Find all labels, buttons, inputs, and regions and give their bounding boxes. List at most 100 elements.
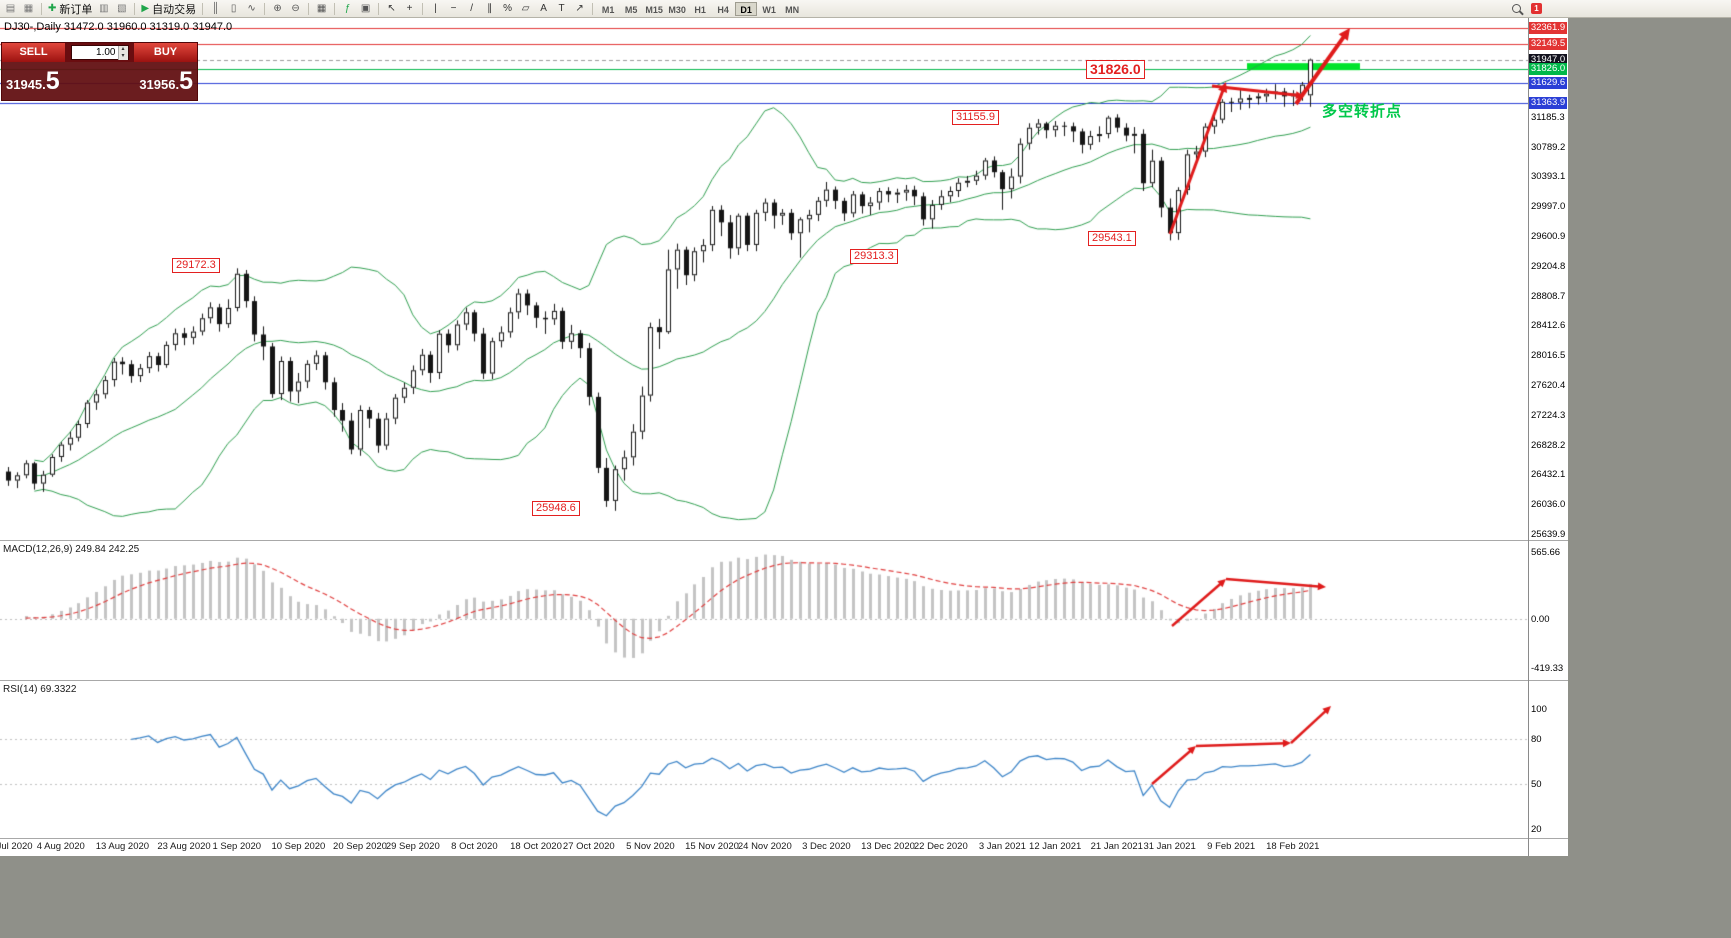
- timeframe-w1-button[interactable]: W1: [762, 5, 776, 15]
- sell-price-main: 31945.: [6, 77, 46, 92]
- timeframe-h4-button[interactable]: H4: [717, 5, 729, 15]
- price-axis-tick: 28808.7: [1531, 290, 1566, 302]
- buy-button[interactable]: BUY: [134, 43, 197, 62]
- rsi-axis-tick: 80: [1531, 734, 1542, 746]
- rsi-axis-tick: 20: [1531, 824, 1542, 836]
- time-axis-label: 24 Nov 2020: [737, 841, 792, 852]
- search-icon[interactable]: [1512, 4, 1521, 13]
- sell-button[interactable]: SELL: [2, 43, 65, 62]
- time-axis-label: 20 Sep 2020: [333, 841, 387, 852]
- indicators-button[interactable]: ƒ: [339, 1, 356, 17]
- chart-window: DJ30-,Daily 31472.0 31960.0 31319.0 3194…: [0, 18, 1568, 856]
- volume-increase-button[interactable]: ▴: [117, 45, 128, 53]
- time-axis-label: 3 Dec 2020: [802, 841, 851, 852]
- zoom-in-button[interactable]: ⊕: [269, 1, 286, 17]
- trendline-button[interactable]: /: [463, 1, 480, 17]
- one-click-trading-panel: SELL 1.00 ▴ ▾ BUY 31945. 5 31956. 5: [1, 42, 198, 101]
- price-annotation: 29172.3: [172, 258, 220, 273]
- equidistant-channel-button[interactable]: ∥: [481, 1, 498, 17]
- time-axis-label: 12 Jan 2021: [1029, 841, 1082, 852]
- templates-icon: ▣: [360, 3, 371, 14]
- time-axis-label: 18 Feb 2021: [1266, 841, 1320, 852]
- terminal-button[interactable]: ▥: [95, 1, 112, 17]
- shapes-button[interactable]: ▱: [517, 1, 534, 17]
- timeframe-mn-button[interactable]: MN: [785, 5, 800, 15]
- profiles-button[interactable]: ▦: [20, 1, 37, 17]
- timeframe-m5-button[interactable]: M5: [624, 5, 638, 15]
- price-tag: 31629.6: [1529, 77, 1567, 90]
- price-axis-tick: 30789.2: [1531, 141, 1566, 153]
- price-annotation: 29313.3: [850, 249, 898, 264]
- toolbar-right: 1: [1512, 3, 1542, 14]
- sell-price-button[interactable]: 31945. 5: [6, 67, 60, 95]
- horizontal-line-icon: −: [450, 3, 457, 14]
- strategy-tester-button[interactable]: ▧: [113, 1, 130, 17]
- time-axis-label: 23 Aug 2020: [157, 841, 211, 852]
- price-axis-tick: 28016.5: [1531, 350, 1566, 362]
- candle-chart-button[interactable]: ▯: [225, 1, 242, 17]
- price-axis-tick: 27620.4: [1531, 380, 1566, 392]
- time-axis-label: 29 Sep 2020: [385, 841, 440, 852]
- trendline-icon: /: [470, 3, 473, 14]
- price-annotation: 25948.6: [532, 501, 580, 516]
- horizontal-line-button[interactable]: −: [445, 1, 462, 17]
- volume-decrease-button[interactable]: ▾: [117, 52, 128, 60]
- price-axis-tick: 26432.1: [1531, 469, 1566, 481]
- arrow-objects-button[interactable]: ↗: [571, 1, 588, 17]
- notification-badge[interactable]: 1: [1531, 3, 1542, 14]
- auto-trading-label: 自动交易: [152, 4, 197, 16]
- rsi-axis-tick: 50: [1531, 779, 1542, 791]
- buy-price-main: 31956.: [139, 77, 180, 92]
- price-axis-tick: 26036.0: [1531, 499, 1566, 511]
- indicators-icon: ƒ: [344, 3, 351, 14]
- volume-input[interactable]: 1.00: [96, 47, 116, 58]
- timeframe-m30-button[interactable]: M30: [668, 5, 686, 15]
- vertical-line-button[interactable]: |: [427, 1, 444, 17]
- auto-trading-button[interactable]: ▶ 自动交易: [139, 1, 198, 17]
- fibonacci-icon: %: [503, 3, 513, 14]
- price-axis-tick: 30393.1: [1531, 171, 1566, 183]
- toolbar-separator: [134, 3, 136, 15]
- zoom-in-icon: ⊕: [273, 3, 282, 14]
- timeframe-d1-button[interactable]: D1: [735, 2, 758, 16]
- time-axis-label: 8 Oct 2020: [451, 841, 498, 852]
- time-axis-label: 15 Nov 2020: [685, 841, 739, 852]
- bar-chart-icon: ║: [212, 3, 220, 14]
- vertical-line-icon: |: [434, 3, 437, 14]
- auto-trading-icon: ▶: [141, 3, 150, 14]
- new-order-label: 新订单: [59, 4, 93, 16]
- timeframe-m15-button[interactable]: M15: [645, 5, 663, 15]
- macd-pane-canvas[interactable]: [0, 541, 1528, 680]
- new-chart-icon: ▤: [5, 3, 16, 14]
- price-tag: 31826.0: [1529, 62, 1567, 75]
- toolbar-separator: [334, 3, 336, 15]
- zoom-out-icon: ⊖: [291, 3, 300, 14]
- new-chart-button[interactable]: ▤: [2, 1, 19, 17]
- toolbar-separator: [308, 3, 310, 15]
- main-chart-canvas[interactable]: [0, 18, 1528, 540]
- text-label-button[interactable]: T: [553, 1, 570, 17]
- zoom-out-button[interactable]: ⊖: [287, 1, 304, 17]
- text-button[interactable]: A: [535, 1, 552, 17]
- macd-axis-tick: 565.66: [1531, 547, 1561, 559]
- timeframe-m1-button[interactable]: M1: [601, 5, 615, 15]
- chart-ohlc-header: DJ30-,Daily 31472.0 31960.0 31319.0 3194…: [4, 21, 233, 33]
- line-chart-button[interactable]: ∿: [243, 1, 260, 17]
- rsi-pane-canvas[interactable]: [0, 681, 1528, 838]
- tile-windows-button[interactable]: ▦: [313, 1, 330, 17]
- buy-price-button[interactable]: 31956. 5: [139, 67, 193, 95]
- crosshair-button[interactable]: +: [401, 1, 418, 17]
- toolbar-separator: [592, 3, 594, 15]
- price-tag: 31363.9: [1529, 97, 1567, 110]
- new-order-button[interactable]: ✚ 新订单: [46, 1, 94, 17]
- timeframe-h1-button[interactable]: H1: [694, 5, 706, 15]
- price-axis-tick: 27224.3: [1531, 409, 1566, 421]
- fibonacci-button[interactable]: %: [499, 1, 516, 17]
- bar-chart-button[interactable]: ║: [207, 1, 224, 17]
- price-axis-tick: 29600.9: [1531, 231, 1566, 243]
- price-annotation: 31155.9: [952, 110, 999, 125]
- price-tag: 31947.0: [1529, 53, 1567, 66]
- templates-button[interactable]: ▣: [357, 1, 374, 17]
- cursor-button[interactable]: ↖: [383, 1, 400, 17]
